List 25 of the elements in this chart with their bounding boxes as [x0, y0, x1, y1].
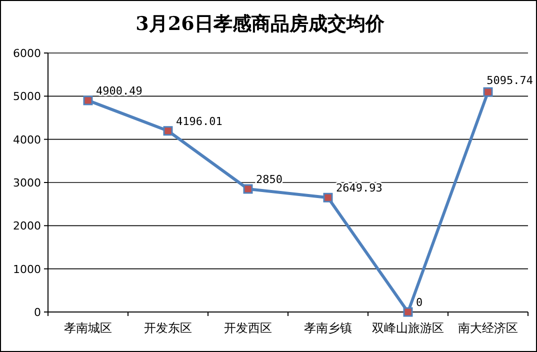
x-tick-label: 开发东区	[144, 321, 192, 335]
y-tick-label: 0	[34, 306, 41, 319]
y-tick-label: 3000	[13, 176, 41, 190]
data-label: 5095.74	[486, 74, 534, 88]
data-label: 4900.49	[96, 84, 142, 98]
point	[243, 184, 253, 194]
x-tick-label: 南大经济区	[458, 321, 518, 335]
y-tick-label: 4000	[13, 133, 41, 146]
x-tick-label: 双峰山旅游区	[372, 321, 444, 335]
point	[83, 96, 93, 106]
data-label: 0	[416, 296, 423, 309]
y-tick-label: 2000	[13, 220, 41, 233]
data-label: 4196.01	[176, 114, 222, 128]
x-tick-label: 开发西区	[224, 321, 272, 335]
point	[403, 307, 413, 317]
y-tick-label: 1000	[13, 262, 41, 276]
point	[163, 126, 173, 136]
data-label: 2649.93	[336, 182, 382, 195]
x-tick-label: 孝南城区	[64, 321, 112, 335]
y-tick-label: 5000	[13, 90, 41, 104]
y-tick-label: 6000	[13, 47, 41, 60]
x-tick-label: 孝南乡镇	[304, 321, 352, 335]
chart-title: 3月26日孝感商品房成交均价	[136, 13, 386, 35]
point	[483, 87, 493, 97]
point	[323, 192, 333, 202]
